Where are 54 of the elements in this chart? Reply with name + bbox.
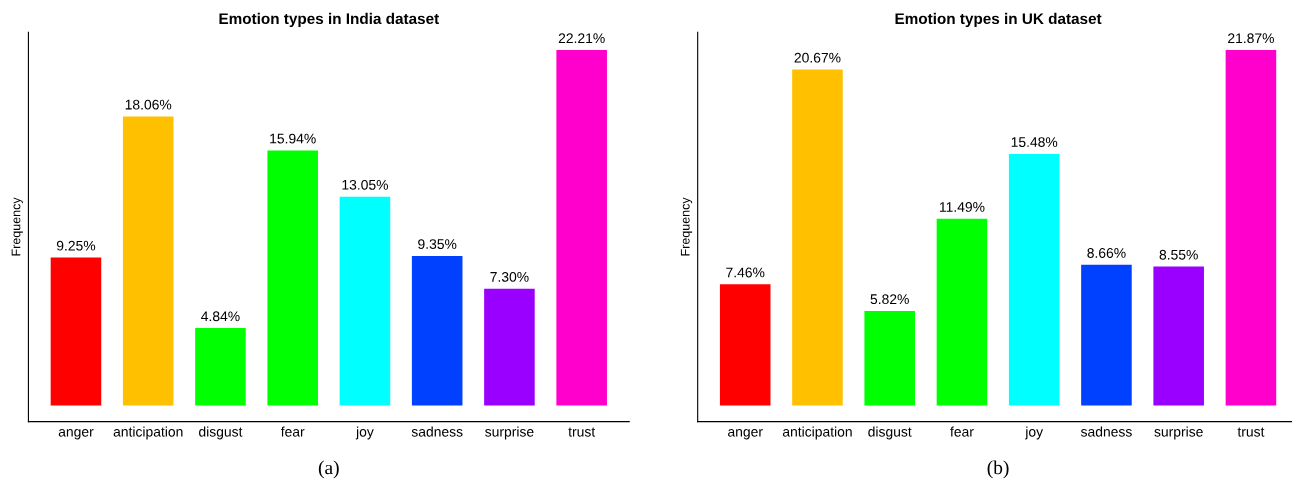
data-label: 21.87%: [1228, 33, 1274, 44]
y-axis-title: Frequency: [11, 197, 23, 256]
bar: [792, 69, 843, 406]
data-label: 13.05%: [342, 179, 388, 190]
data-label: 11.49%: [939, 202, 985, 212]
data-label: 22.21%: [558, 33, 605, 44]
bar: [50, 257, 102, 406]
data-label: 20.67%: [794, 52, 841, 63]
x-tick-label: sadness: [411, 426, 463, 437]
x-tick-label: fear: [950, 426, 974, 437]
data-label: 5.82%: [870, 294, 909, 305]
chart-title: Emotion types in UK dataset: [895, 12, 1102, 28]
x-tick-label: disgust: [199, 426, 243, 440]
x-tick-label: anticipation: [113, 426, 183, 440]
bar: [936, 218, 988, 406]
bar: [195, 328, 246, 406]
bar: [556, 50, 607, 406]
chart-title: Emotion types in India dataset: [219, 12, 439, 28]
data-label: 7.30%: [490, 271, 529, 282]
bar: [864, 310, 915, 406]
bar: [122, 116, 174, 406]
bar: [484, 288, 535, 406]
data-label: 15.94%: [270, 133, 316, 144]
x-tick-label: joy: [1024, 426, 1044, 440]
x-tick-label: anticipation: [782, 426, 852, 440]
data-label: 4.84%: [201, 311, 240, 322]
x-tick-label: surprise: [1154, 426, 1203, 440]
x-tick-label: anger: [728, 429, 763, 440]
bar: [411, 255, 463, 406]
bar: [1153, 266, 1204, 406]
bar: [1008, 153, 1060, 406]
data-label: 8.66%: [1087, 248, 1126, 258]
bar: [339, 196, 391, 406]
data-label: 7.46%: [726, 267, 765, 278]
text: (a): [318, 460, 339, 479]
bar: [719, 284, 771, 406]
data-label: 18.06%: [125, 99, 172, 110]
text: (b): [987, 460, 1009, 479]
bar: [267, 150, 318, 406]
y-axis-title: Frequency: [680, 197, 693, 256]
x-tick-label: disgust: [868, 426, 912, 440]
data-label: 9.25%: [56, 240, 96, 251]
data-label: 8.55%: [1159, 249, 1198, 260]
x-tick-label: trust: [568, 427, 596, 437]
x-tick-label: anger: [58, 429, 94, 440]
x-tick-label: joy: [355, 426, 374, 440]
x-tick-label: fear: [280, 426, 305, 437]
data-label: 9.35%: [418, 239, 457, 249]
x-tick-label: sadness: [1080, 426, 1132, 437]
x-tick-label: trust: [1237, 427, 1265, 437]
x-tick-label: surprise: [485, 426, 534, 440]
bar: [1081, 264, 1132, 406]
bar: [1225, 50, 1277, 406]
data-label: 15.48%: [1011, 137, 1058, 147]
